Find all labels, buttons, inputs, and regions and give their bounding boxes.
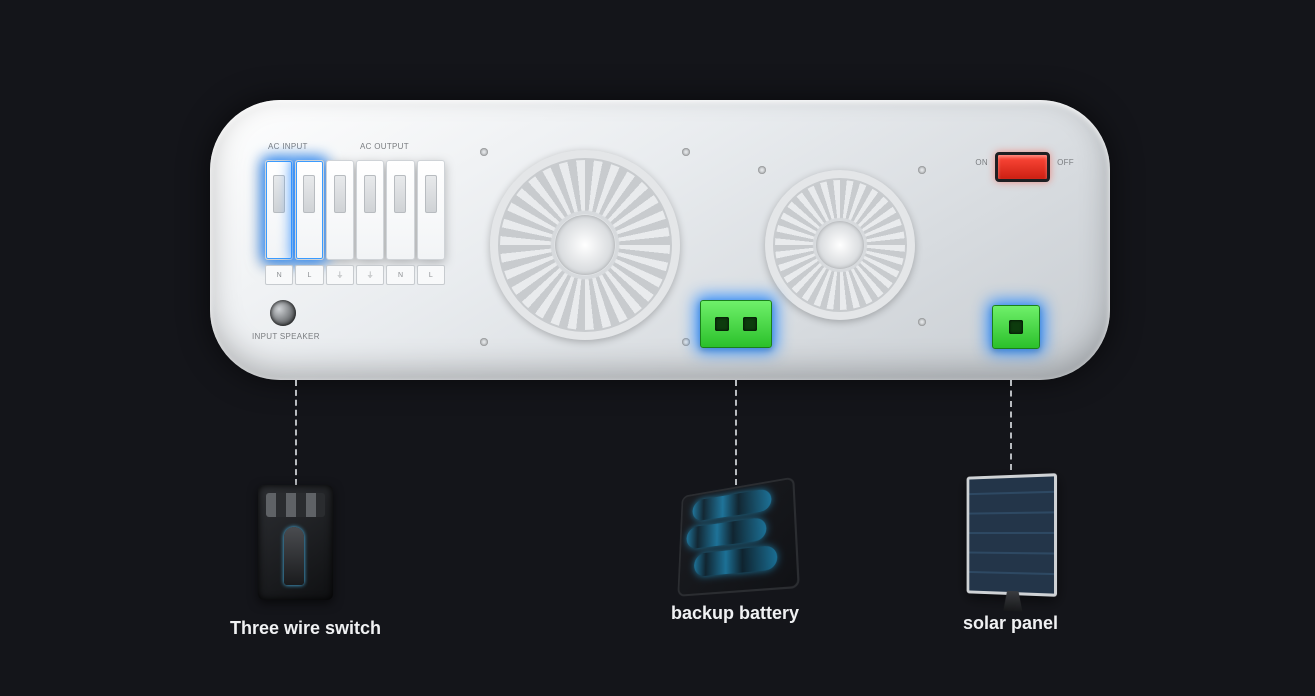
- breaker-foot-5: N: [386, 265, 414, 285]
- breaker-foot-3: ⏚: [326, 265, 354, 285]
- breaker-foot-labels: N L ⏚ ⏚ N L: [265, 265, 445, 285]
- screw-icon: [758, 166, 766, 174]
- screw-icon: [480, 148, 488, 156]
- breaker-block: [265, 160, 445, 260]
- fan-small-icon: [765, 170, 915, 320]
- breaker-3: [326, 160, 354, 260]
- backup-battery-label: backup battery: [665, 603, 805, 624]
- power-switch: [995, 152, 1050, 182]
- input-speaker-label: INPUT SPEAKER: [252, 332, 320, 341]
- ac-input-label: AC INPUT: [268, 142, 308, 151]
- backup-battery-component: backup battery: [665, 490, 805, 624]
- screw-icon: [682, 338, 690, 346]
- screw-icon: [682, 148, 690, 156]
- battery-terminal: [700, 300, 772, 348]
- backup-battery-icon: [685, 485, 791, 588]
- breaker-foot-4: ⏚: [356, 265, 384, 285]
- solar-panel-icon: [967, 473, 1057, 597]
- connector-line-switch: [295, 380, 297, 485]
- three-wire-switch-label: Three wire switch: [230, 618, 360, 639]
- screw-icon: [918, 166, 926, 174]
- ac-output-label: AC OUTPUT: [360, 142, 409, 151]
- solar-panel-label: solar panel: [948, 613, 1073, 634]
- breaker-foot-1: N: [265, 265, 293, 285]
- solar-terminal: [992, 305, 1040, 349]
- three-wire-switch-icon: [258, 485, 333, 600]
- breaker-2: [295, 160, 323, 260]
- breaker-foot-6: L: [417, 265, 445, 285]
- solar-panel-component: solar panel: [948, 475, 1073, 634]
- screw-icon: [480, 338, 488, 346]
- breaker-foot-2: L: [295, 265, 323, 285]
- three-wire-switch-component: Three wire switch: [230, 485, 360, 639]
- inverter-device: AC INPUT AC OUTPUT ON OFF INPUT SPEAKER …: [210, 100, 1110, 380]
- input-jack: [270, 300, 296, 326]
- fan-large-icon: [490, 150, 680, 340]
- connector-line-solar: [1010, 380, 1012, 470]
- breaker-5: [386, 160, 414, 260]
- screw-icon: [918, 318, 926, 326]
- breaker-1: [265, 160, 293, 260]
- breaker-6: [417, 160, 445, 260]
- connector-line-battery: [735, 380, 737, 485]
- on-label: ON: [975, 158, 988, 167]
- off-label: OFF: [1057, 158, 1074, 167]
- breaker-4: [356, 160, 384, 260]
